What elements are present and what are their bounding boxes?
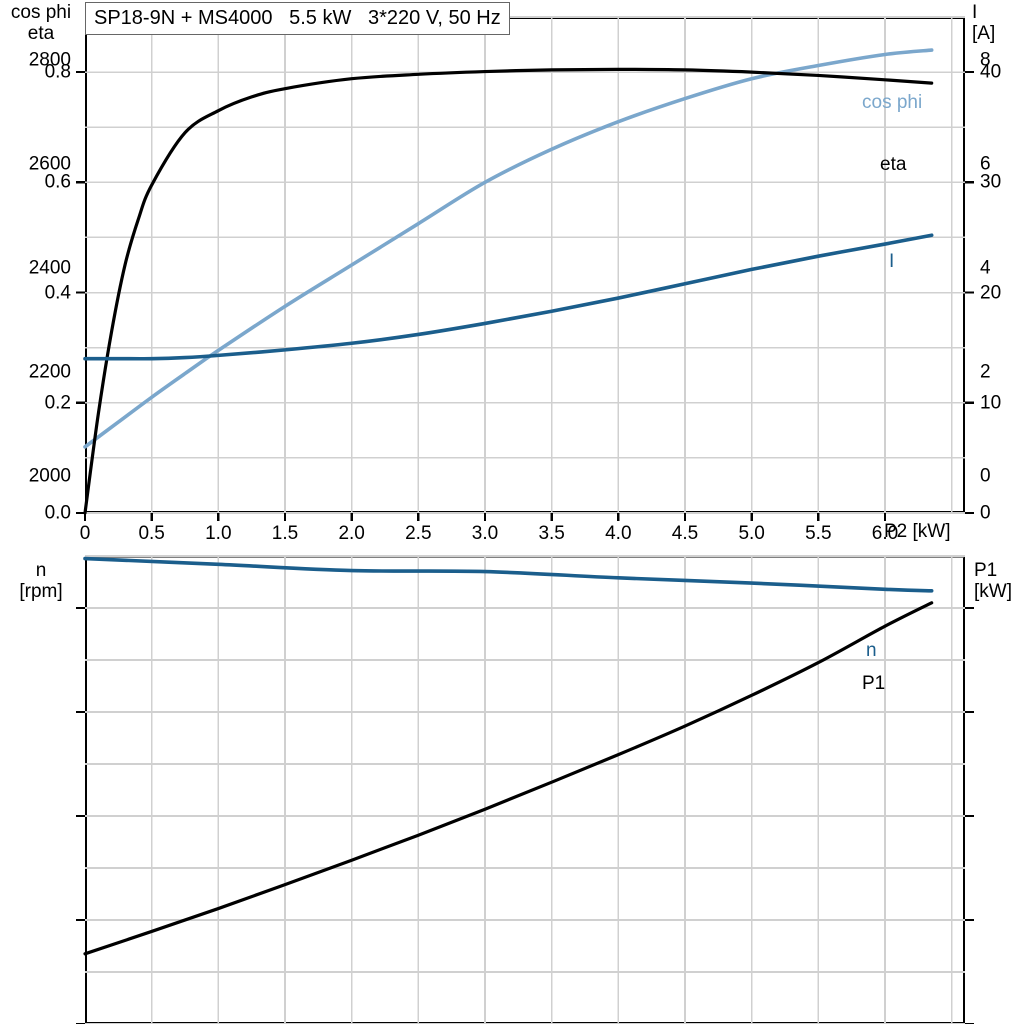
y-tick-label: 2600 xyxy=(28,153,71,175)
x-tick-label: 1.5 xyxy=(271,523,299,544)
top-chart-curves xyxy=(76,16,974,521)
y2-tick-label: 10 xyxy=(980,392,1002,414)
bottom-chart-curves xyxy=(76,555,974,1024)
y-tick-label: 0.8 xyxy=(44,61,71,83)
y2-tick-label: 20 xyxy=(980,282,1002,304)
gridlines xyxy=(85,16,965,514)
x-tick-label: 3.0 xyxy=(471,523,499,544)
y2-tick-label: 4 xyxy=(980,257,991,279)
y2-tick-label: 8 xyxy=(980,49,991,71)
y2-tick-label: 2 xyxy=(980,361,991,383)
y-tick-label: 2800 xyxy=(28,49,71,71)
curve-eta xyxy=(83,67,934,515)
bottom-right-axis-title-line1: P1 xyxy=(974,560,998,581)
y2-tick-label: 30 xyxy=(980,171,1002,193)
x-tick-label: 5.5 xyxy=(805,523,832,544)
x-tick-label: 6.0 xyxy=(871,523,899,544)
y-tick-label: 2400 xyxy=(28,257,71,279)
bottom-right-axis-title: P1 [kW] xyxy=(974,560,1024,602)
y-tick-label: 0.0 xyxy=(44,502,71,524)
x-tick-label: 1.0 xyxy=(205,523,232,544)
y2-tick-label: 40 xyxy=(980,61,1002,83)
curve-p1 xyxy=(83,601,934,956)
y2-tick-label: 0 xyxy=(980,465,991,487)
y-tick-label: 0.4 xyxy=(44,282,71,304)
x-tick-label: 5.0 xyxy=(738,523,765,544)
top-x-axis-title: P2 [kW] xyxy=(884,521,951,542)
y-tick-label: 0.6 xyxy=(44,171,71,193)
x-tick-label: 4.5 xyxy=(671,523,699,544)
bottom-right-axis-title-line2: [kW] xyxy=(974,581,1012,602)
y-tick-label: 2200 xyxy=(28,361,71,383)
chart-title-box: SP18-9N + MS4000 5.5 kW 3*220 V, 50 Hz xyxy=(85,2,510,35)
curve-label-speed: n xyxy=(866,640,877,661)
top-right-axis-title-line1: I xyxy=(972,2,978,23)
curve-i xyxy=(83,233,934,361)
x-tick-label: 0.5 xyxy=(138,523,165,544)
y-tick-label: 2000 xyxy=(28,465,71,487)
x-tick-label: 0 xyxy=(79,523,91,544)
top-right-axis-title: I [A] xyxy=(972,2,1022,44)
top-right-axis-title-line2: [A] xyxy=(972,23,996,44)
bottom-chart-panel: n [rpm] P1 [kW] 2000 2200 2400 2600 2800 0 2 4 6… xyxy=(0,51,1024,1024)
bottom-left-axis-title-line1: n xyxy=(35,560,47,581)
curve-label-current: I xyxy=(889,251,895,272)
curve-label-p1: P1 xyxy=(862,673,886,694)
x-tick-label: 4.0 xyxy=(605,523,632,544)
y-tick-label: 0.2 xyxy=(44,392,71,414)
top-left-axis-title-line2: eta xyxy=(27,23,55,44)
curve-label-eta: eta xyxy=(880,154,907,175)
bottom-left-axis-title: n [rpm] xyxy=(2,560,80,602)
curve-cos-phi xyxy=(83,48,934,449)
x-tick-label: 2.0 xyxy=(338,523,365,544)
bottom-left-axis-title-line2: [rpm] xyxy=(19,581,63,602)
axis-ticks xyxy=(76,71,974,521)
curve-n xyxy=(83,556,934,593)
x-tick-label: 3.5 xyxy=(538,523,565,544)
curve-label-cos-phi: cos phi xyxy=(862,92,923,113)
top-left-axis-title: cos phi eta xyxy=(2,2,80,44)
axis-ticks xyxy=(76,606,974,1024)
top-left-axis-title-line1: cos phi xyxy=(10,2,72,23)
y2-tick-label: 6 xyxy=(980,153,991,175)
top-chart-panel: SP18-9N + MS4000 5.5 kW 3*220 V, 50 Hz c… xyxy=(2,2,1022,544)
y2-tick-label: 0 xyxy=(980,502,991,524)
gridlines xyxy=(85,555,965,1024)
x-tick-label: 2.5 xyxy=(405,523,432,544)
